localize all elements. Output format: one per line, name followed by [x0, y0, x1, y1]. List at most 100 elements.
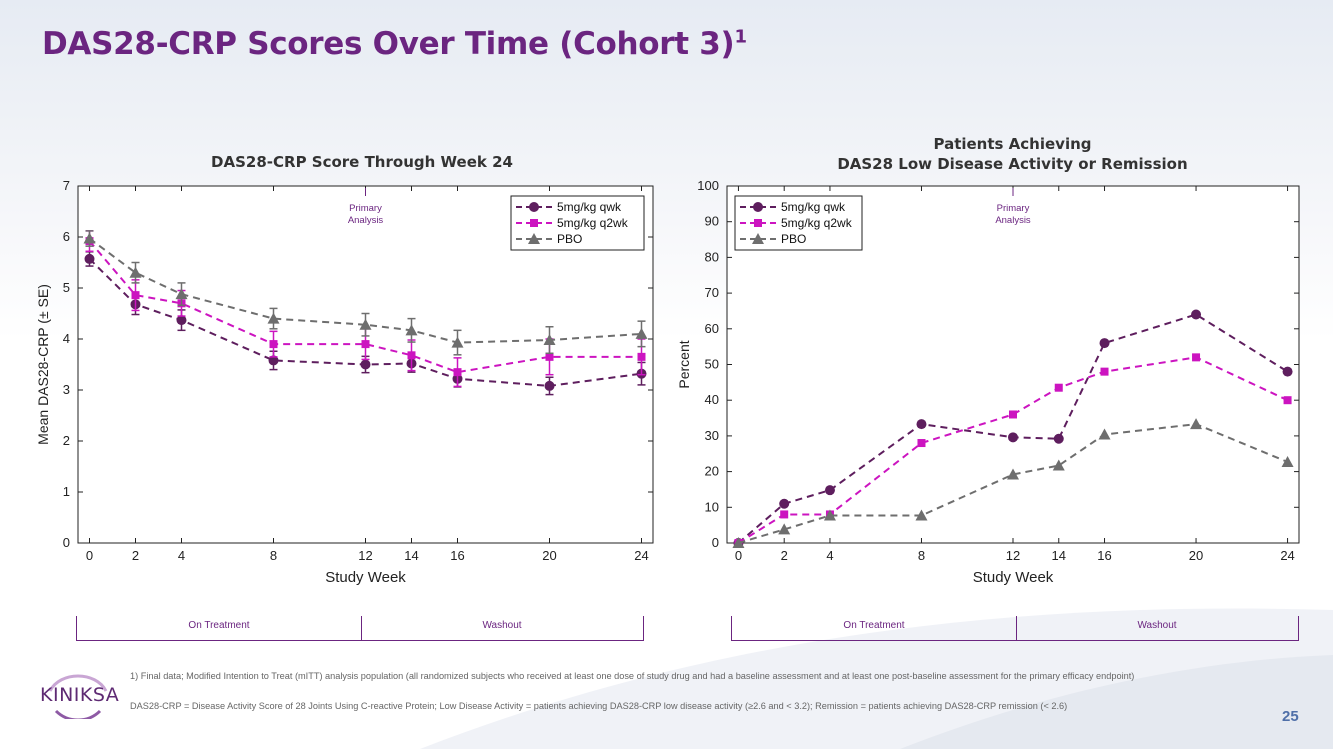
data-point	[83, 232, 96, 244]
data-point	[453, 368, 462, 377]
data-point	[131, 291, 140, 300]
series-line-2	[88, 237, 642, 344]
data-point	[732, 537, 745, 548]
annotation-analysis: Analysis	[995, 215, 1031, 226]
chart2-title: Patients Achieving DAS28 Low Disease Act…	[720, 134, 1305, 174]
data-point	[1007, 468, 1019, 480]
legend-label: 5mg/kg q2wk	[557, 216, 629, 230]
x-tick-label: 12	[1006, 548, 1020, 563]
data-point	[84, 253, 95, 264]
x-axis-label: Study Week	[973, 569, 1054, 586]
series-line-2	[738, 423, 1288, 544]
x-tick-label: 20	[542, 548, 556, 563]
annotation-primary: Primary	[349, 203, 382, 214]
data-point	[268, 355, 279, 366]
x-tick-label: 0	[86, 548, 93, 563]
series-line-1	[88, 240, 642, 374]
y-tick-label: 0	[712, 535, 719, 550]
phase-washout-label: Washout	[1137, 620, 1177, 631]
data-point	[361, 340, 370, 349]
legend-marker	[530, 219, 538, 227]
data-point	[1100, 367, 1109, 376]
data-point	[1098, 428, 1111, 440]
logo-text: KINIKSA	[40, 684, 120, 706]
phase-bracket-left: On Treatment Washout	[76, 616, 644, 641]
data-point	[176, 315, 187, 326]
phase-on-treatment-label: On Treatment	[188, 620, 250, 631]
x-tick-label: 14	[1052, 548, 1066, 563]
data-point	[1283, 396, 1292, 405]
data-point	[635, 327, 648, 339]
legend-label: 5mg/kg qwk	[557, 200, 622, 214]
data-point	[780, 510, 789, 519]
legend-marker	[752, 233, 764, 244]
data-point	[545, 352, 554, 361]
data-point	[917, 439, 926, 448]
data-point	[1281, 455, 1294, 467]
data-point	[823, 509, 836, 521]
chart2-title-line2: DAS28 Low Disease Activity or Remission	[837, 155, 1188, 173]
chart2-title-line1: Patients Achieving	[933, 135, 1092, 153]
data-point	[129, 266, 142, 278]
legend-marker	[529, 202, 539, 212]
data-point	[544, 380, 555, 391]
data-point	[407, 351, 416, 360]
y-tick-label: 80	[705, 249, 719, 264]
data-point	[1053, 433, 1064, 444]
legend-label: PBO	[557, 232, 582, 246]
data-point	[1190, 418, 1203, 430]
page-title: DAS28-CRP Scores Over Time (Cohort 3)1	[42, 26, 747, 62]
y-tick-label: 60	[705, 321, 719, 336]
phase-bracket-right: On Treatment Washout	[731, 616, 1299, 641]
data-point	[1191, 309, 1202, 320]
legend-marker	[753, 202, 763, 212]
x-tick-label: 20	[1189, 548, 1203, 563]
y-tick-label: 5	[63, 280, 70, 295]
data-point	[1054, 383, 1063, 392]
legend-label: PBO	[781, 232, 806, 246]
x-tick-label: 2	[781, 548, 788, 563]
legend-marker	[528, 233, 540, 244]
data-point	[824, 485, 835, 496]
data-point	[779, 498, 790, 509]
x-tick-label: 8	[918, 548, 925, 563]
y-tick-label: 100	[697, 178, 719, 193]
y-tick-label: 4	[63, 331, 70, 346]
data-point	[1052, 459, 1065, 471]
y-tick-label: 6	[63, 229, 70, 244]
y-tick-label: 50	[705, 357, 719, 372]
x-tick-label: 2	[132, 548, 139, 563]
data-point	[175, 288, 188, 300]
x-tick-label: 4	[826, 548, 833, 563]
data-point	[916, 419, 927, 430]
data-point	[1282, 366, 1293, 377]
data-point	[1008, 432, 1018, 443]
data-point	[451, 336, 464, 348]
y-tick-label: 70	[705, 285, 719, 300]
legend-marker	[754, 219, 762, 227]
x-tick-label: 12	[358, 548, 372, 563]
data-point	[359, 318, 372, 330]
footnote-2: DAS28-CRP = Disease Activity Score of 28…	[130, 701, 1068, 711]
footnote-1: 1) Final data; Modified Intention to Tre…	[130, 671, 1135, 681]
y-tick-label: 90	[705, 214, 719, 229]
y-tick-label: 10	[705, 499, 719, 514]
y-tick-label: 30	[705, 428, 719, 443]
phase-washout-label: Washout	[482, 620, 522, 631]
data-point	[637, 352, 646, 361]
data-point	[405, 324, 418, 336]
chart1-title: DAS28-CRP Score Through Week 24	[211, 153, 513, 171]
series-line-1	[737, 356, 1288, 544]
x-tick-label: 16	[450, 548, 464, 563]
phase-on-treatment-label: On Treatment	[843, 620, 905, 631]
data-point	[915, 509, 928, 521]
legend-label: 5mg/kg qwk	[781, 200, 846, 214]
legend-label: 5mg/kg q2wk	[781, 216, 853, 230]
y-tick-label: 3	[63, 382, 70, 397]
x-tick-label: 0	[735, 548, 742, 563]
x-tick-label: 16	[1097, 548, 1111, 563]
data-point	[1099, 338, 1110, 349]
